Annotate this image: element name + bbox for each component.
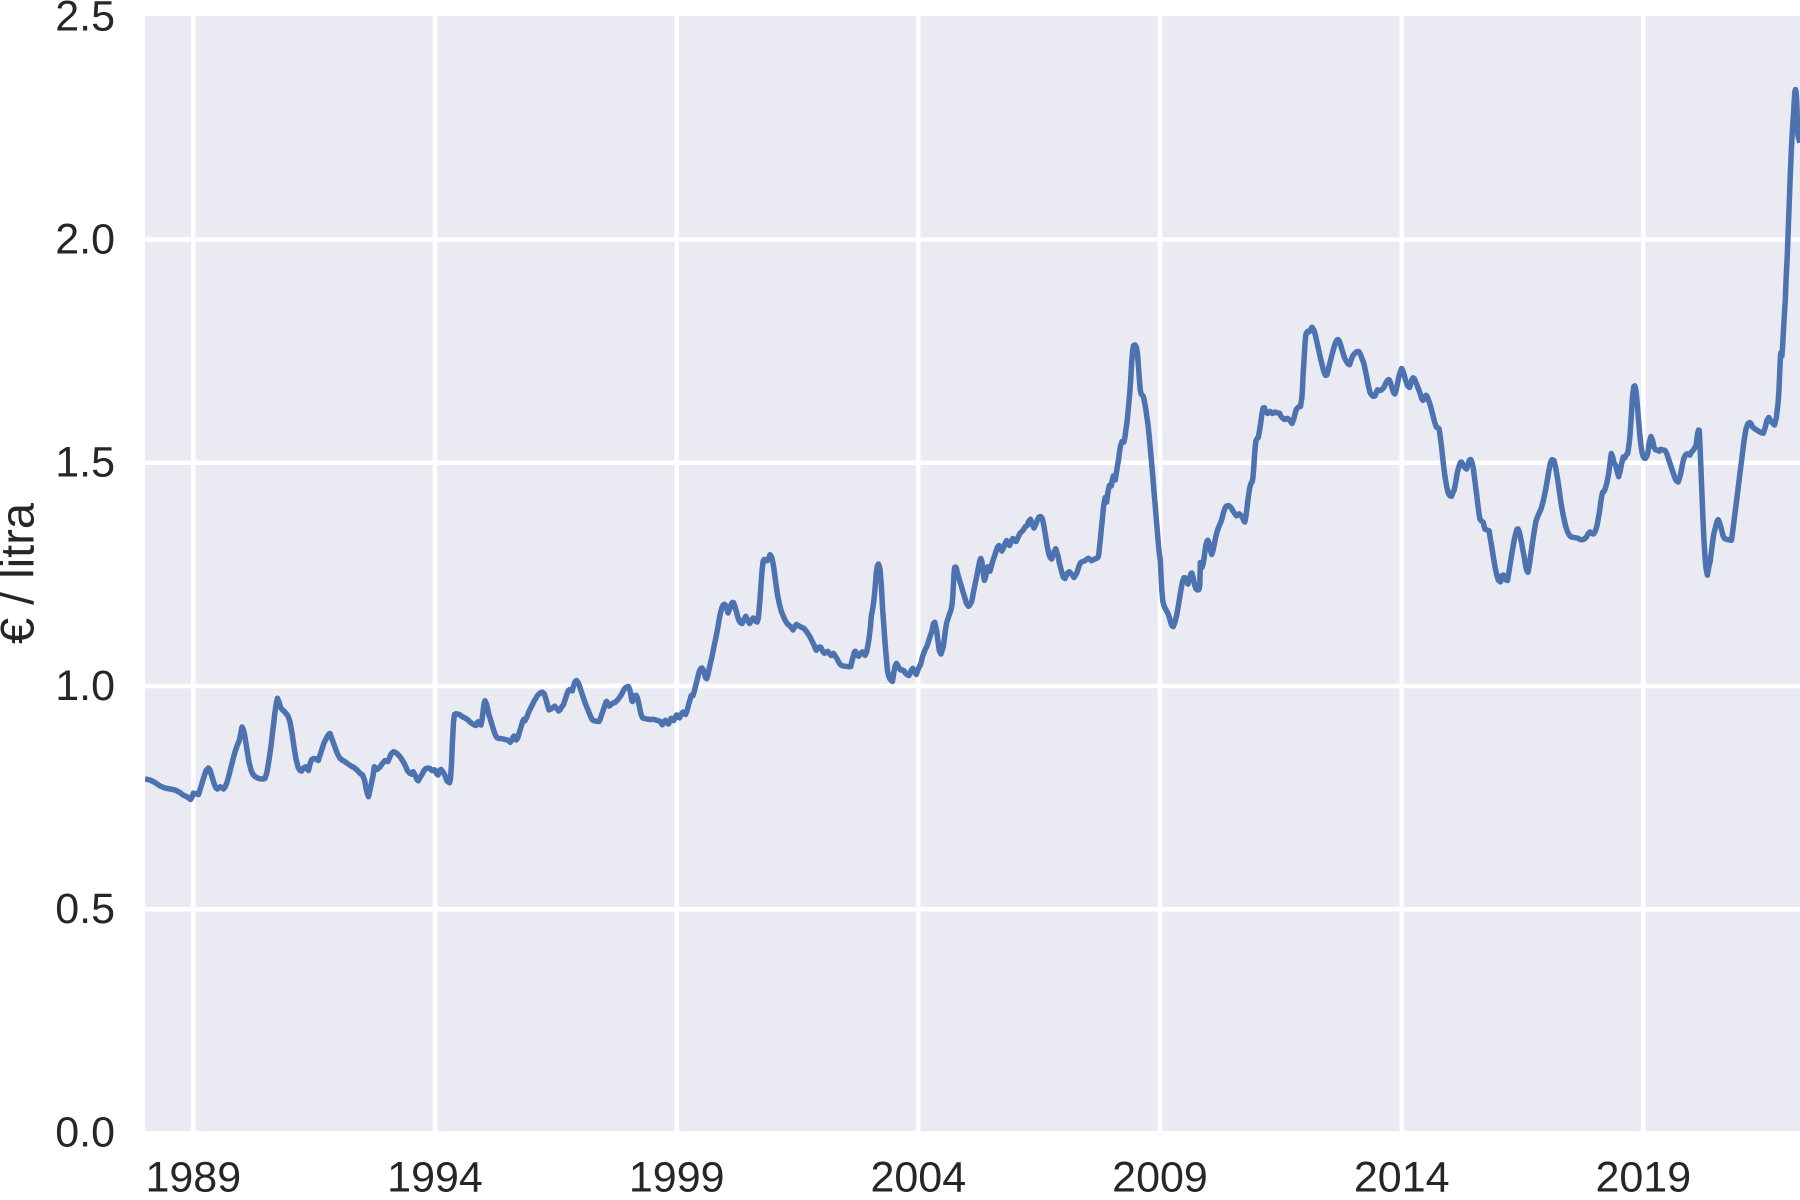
- svg-text:2004: 2004: [870, 1154, 966, 1200]
- svg-text:2.0: 2.0: [55, 216, 115, 264]
- svg-text:2.5: 2.5: [55, 0, 115, 40]
- svg-text:€ / litra: € / litra: [0, 502, 44, 644]
- svg-text:1.5: 1.5: [55, 439, 115, 487]
- svg-text:1.0: 1.0: [55, 662, 115, 710]
- svg-text:2014: 2014: [1354, 1154, 1450, 1200]
- svg-text:1999: 1999: [629, 1154, 725, 1200]
- svg-text:0.0: 0.0: [55, 1108, 115, 1156]
- svg-text:1994: 1994: [387, 1154, 483, 1200]
- svg-text:2019: 2019: [1595, 1154, 1691, 1200]
- svg-text:1989: 1989: [145, 1154, 241, 1200]
- svg-text:0.5: 0.5: [55, 885, 115, 933]
- svg-text:2009: 2009: [1112, 1154, 1208, 1200]
